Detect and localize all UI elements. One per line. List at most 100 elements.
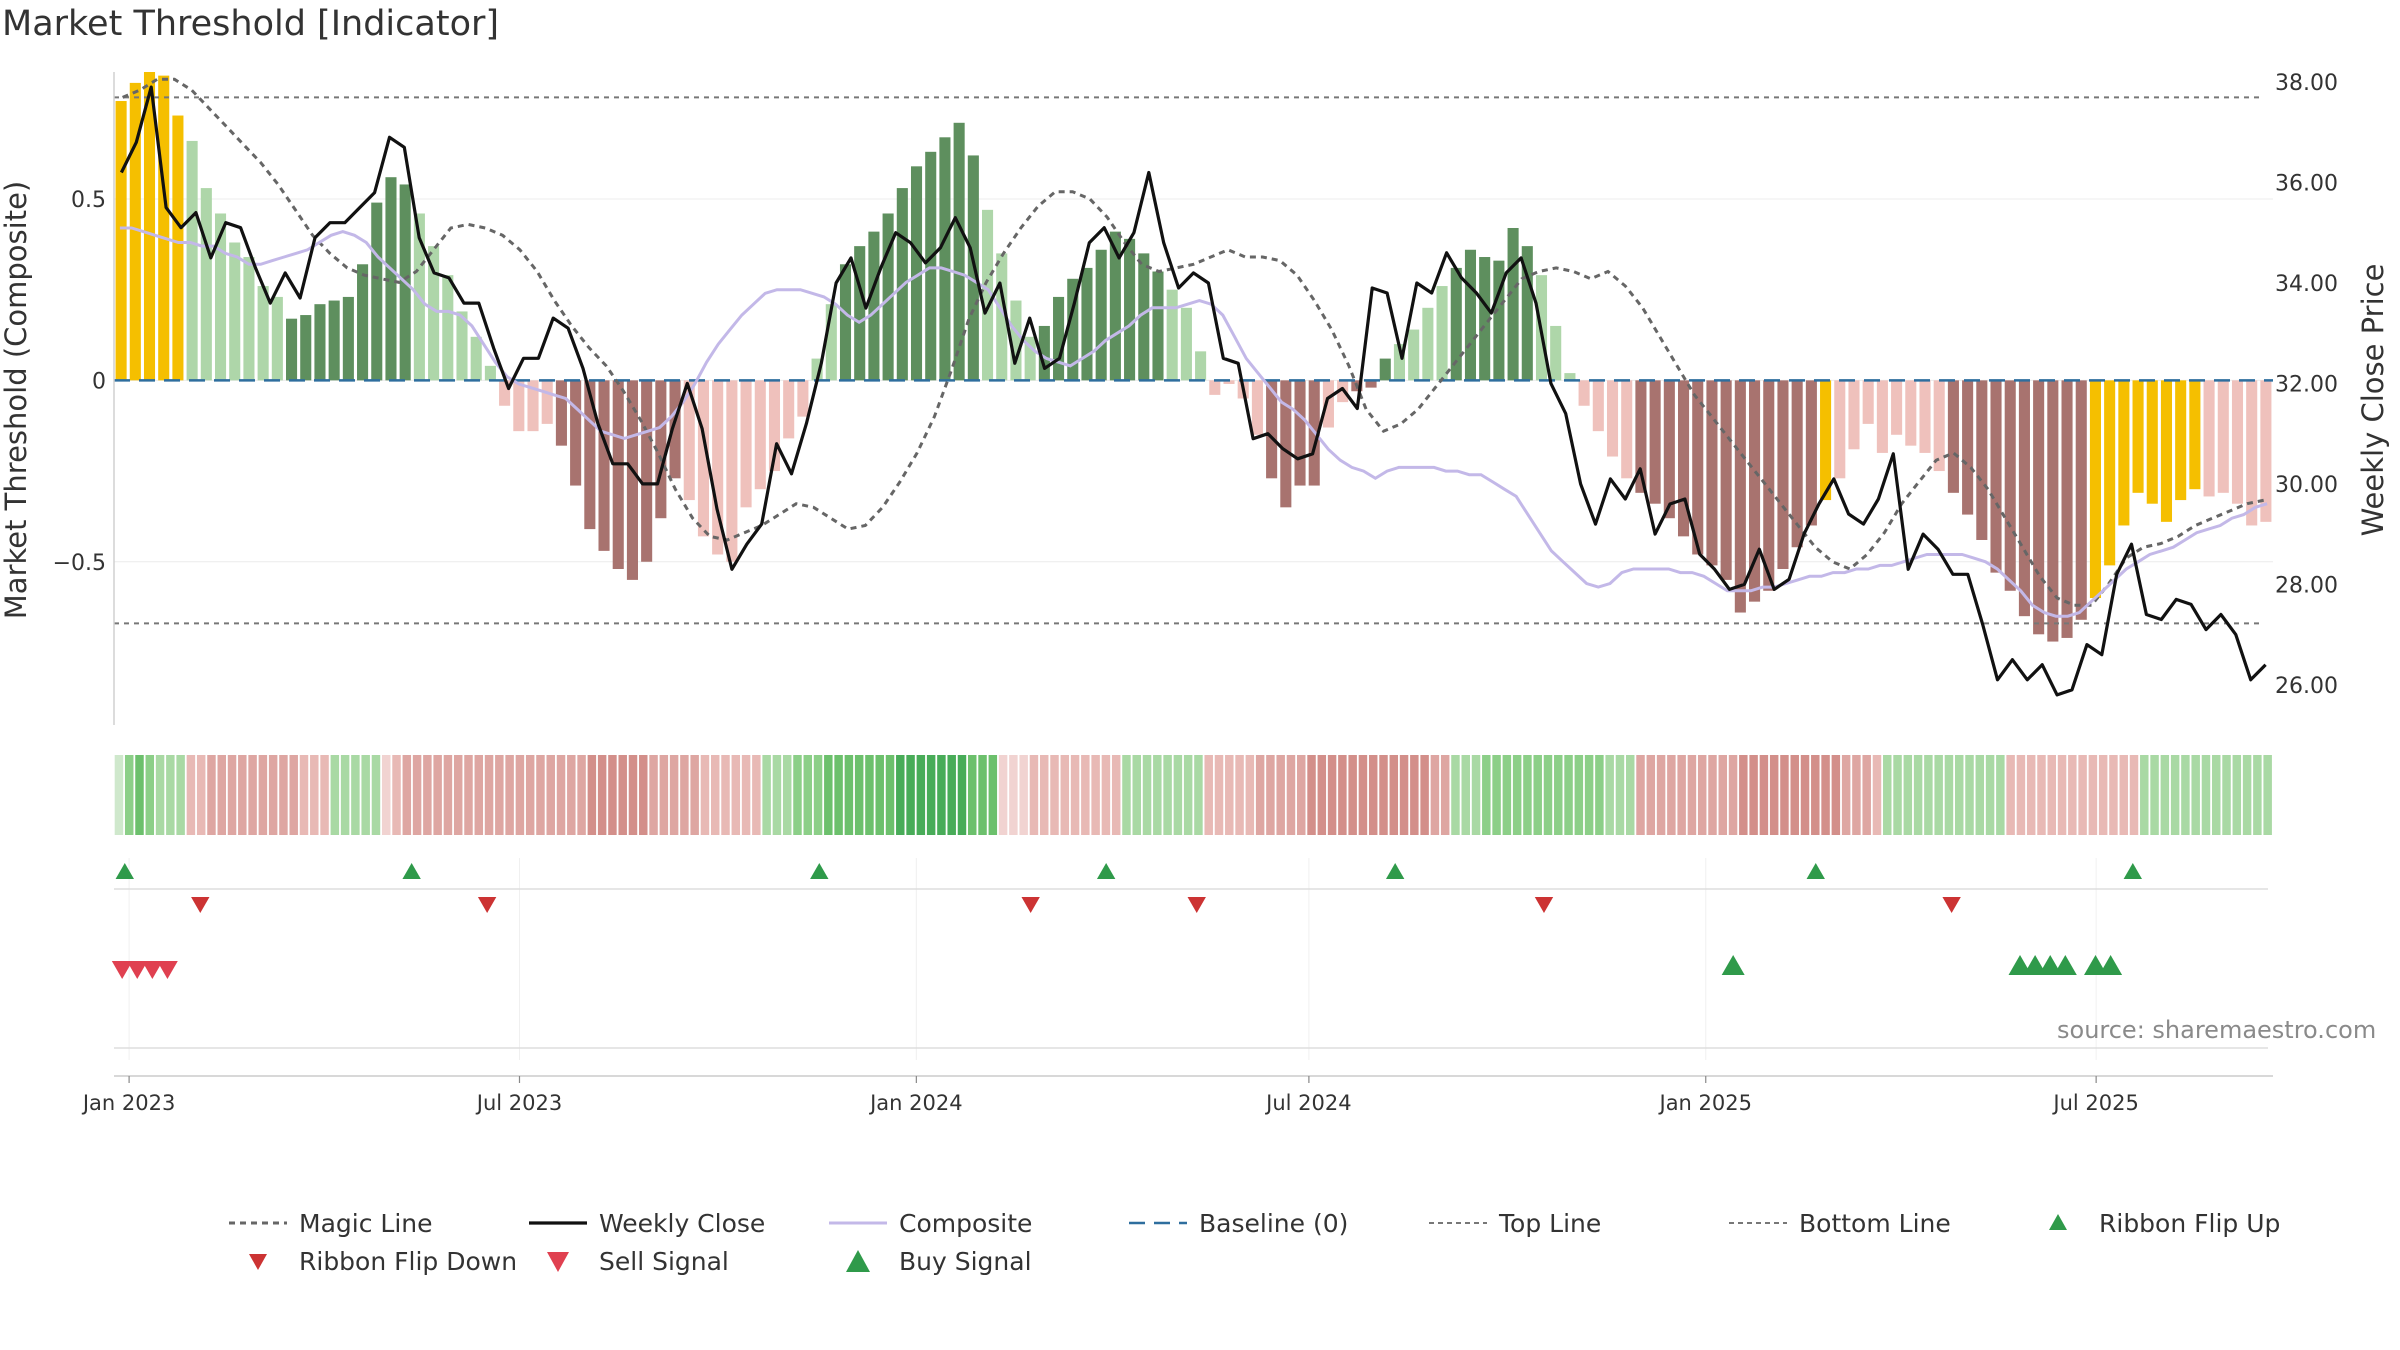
ribbon-cell xyxy=(2263,755,2272,835)
ribbon-cell xyxy=(1297,755,1306,835)
ribbon-cell xyxy=(423,755,432,835)
composite-bar xyxy=(143,72,156,381)
composite-bar xyxy=(342,296,354,381)
ribbon-cell xyxy=(464,755,473,835)
ribbon-cell xyxy=(1451,755,1460,835)
composite-bar xyxy=(2061,380,2073,638)
composite-bar xyxy=(1990,380,2002,573)
ribbon-cell xyxy=(700,755,710,835)
ribbon-cell xyxy=(382,755,391,835)
ribbon-cell xyxy=(1050,755,1059,835)
source-note: source: sharemaestro.com xyxy=(2057,1016,2377,1044)
ribbon-flip-up-marker xyxy=(1385,863,1405,879)
ribbon-cell xyxy=(114,755,124,835)
ribbon-cell xyxy=(957,755,967,835)
ribbon-cell xyxy=(217,755,226,835)
ribbon-cell xyxy=(2140,755,2149,835)
chart-title: Market Threshold [Indicator] xyxy=(2,4,500,44)
legend-label: Weekly Close xyxy=(599,1208,766,1238)
legend-label: Buy Signal xyxy=(899,1246,1032,1276)
ribbon-cell xyxy=(402,755,412,835)
legend-item-sell: Sell Signal xyxy=(525,1244,729,1278)
y-tick-label: 0 xyxy=(92,369,106,394)
x-tick-label: Jul 2025 xyxy=(2051,1091,2138,1115)
composite-bar xyxy=(2004,380,2016,591)
composite-bar xyxy=(626,380,638,580)
composite-bar xyxy=(2217,380,2229,493)
composite-bar xyxy=(1365,380,1377,388)
ribbon-cell xyxy=(1924,755,1933,835)
composite-bar xyxy=(328,300,340,381)
composite-bar xyxy=(1862,380,1874,424)
composite-bar xyxy=(1692,380,1704,555)
composite-bar xyxy=(825,304,837,381)
composite-bar xyxy=(527,380,539,432)
ribbon-cell xyxy=(1214,755,1224,835)
legend-label: Sell Signal xyxy=(599,1246,729,1276)
y2-tick-label: 38.00 xyxy=(2275,71,2338,96)
composite-bar xyxy=(115,101,127,381)
ribbon-cell xyxy=(885,755,895,835)
ribbon-cell xyxy=(1194,755,1203,835)
composite-bar xyxy=(1010,300,1022,381)
composite-bar xyxy=(1038,325,1050,381)
ribbon-cell xyxy=(2047,755,2056,835)
ribbon-cell xyxy=(834,755,843,835)
ribbon-cell xyxy=(1852,755,1861,835)
ribbon-cell xyxy=(1584,755,1594,835)
ribbon-cell xyxy=(937,755,946,835)
ribbon-cell xyxy=(1759,755,1769,835)
x-tick-label: Jan 2024 xyxy=(868,1091,963,1115)
ribbon-cell xyxy=(258,755,268,835)
axes: 0.5 0 −0.5 38.00 36.00 34.00 32.00 30.00 28.00 26… xyxy=(53,71,2338,1115)
composite-bar xyxy=(2132,380,2144,493)
ribbon-flip-down-marker xyxy=(1021,897,1040,913)
legend-swatch xyxy=(2049,1214,2067,1230)
ribbon-cell xyxy=(289,755,298,835)
legend-label: Bottom Line xyxy=(1799,1208,1951,1238)
ribbon-cell xyxy=(1646,755,1656,835)
y2-tick-label: 28.00 xyxy=(2275,573,2338,598)
ribbon-cell xyxy=(844,755,854,835)
ribbon-cell xyxy=(2088,755,2098,835)
ribbon-cell xyxy=(1667,755,1676,835)
ribbon-cell xyxy=(906,755,915,835)
composite-bar xyxy=(1166,289,1178,381)
ribbon-cell xyxy=(1626,755,1635,835)
ribbon-cell xyxy=(1019,755,1028,835)
composite-bar xyxy=(1408,329,1420,381)
ribbon-cell xyxy=(310,755,319,835)
ribbon-cell xyxy=(1122,755,1131,835)
ribbon-flip-up-marker xyxy=(810,863,829,879)
composite-bar xyxy=(1919,380,1931,453)
legend-item-top: Top Line xyxy=(1425,1206,1601,1240)
ribbon-cell xyxy=(659,755,669,835)
ribbon-cell xyxy=(484,755,494,835)
ribbon-cell xyxy=(1204,755,1213,835)
composite-bar xyxy=(428,246,440,381)
composite-bar xyxy=(470,336,482,381)
ribbon-cell xyxy=(1389,755,1399,835)
legend-swatch xyxy=(547,1252,569,1272)
ribbon-cell xyxy=(762,755,771,835)
composite-bar xyxy=(669,380,681,479)
composite-bar xyxy=(2033,380,2045,635)
ribbon-flip-down-marker xyxy=(1942,897,1961,913)
series-lines xyxy=(114,77,2273,697)
ribbon-cell xyxy=(145,755,155,835)
legend-item-magic: Magic Line xyxy=(225,1206,433,1240)
composite-bar xyxy=(1124,238,1136,381)
composite-bar xyxy=(868,231,880,381)
ribbon-cell xyxy=(2150,755,2159,835)
ribbon-cell xyxy=(1266,755,1275,835)
composite-bar xyxy=(1791,380,1803,548)
composite-bar xyxy=(598,380,610,551)
legend-swatch xyxy=(1129,1221,1187,1225)
ribbon-cell xyxy=(1574,755,1584,835)
ribbon-cell xyxy=(1399,755,1409,835)
ribbon-strip xyxy=(114,755,2272,835)
ribbon-cell xyxy=(1687,755,1697,835)
composite-bar xyxy=(1820,380,1832,501)
ribbon-cell xyxy=(577,755,586,835)
composite-bar xyxy=(2246,380,2258,526)
